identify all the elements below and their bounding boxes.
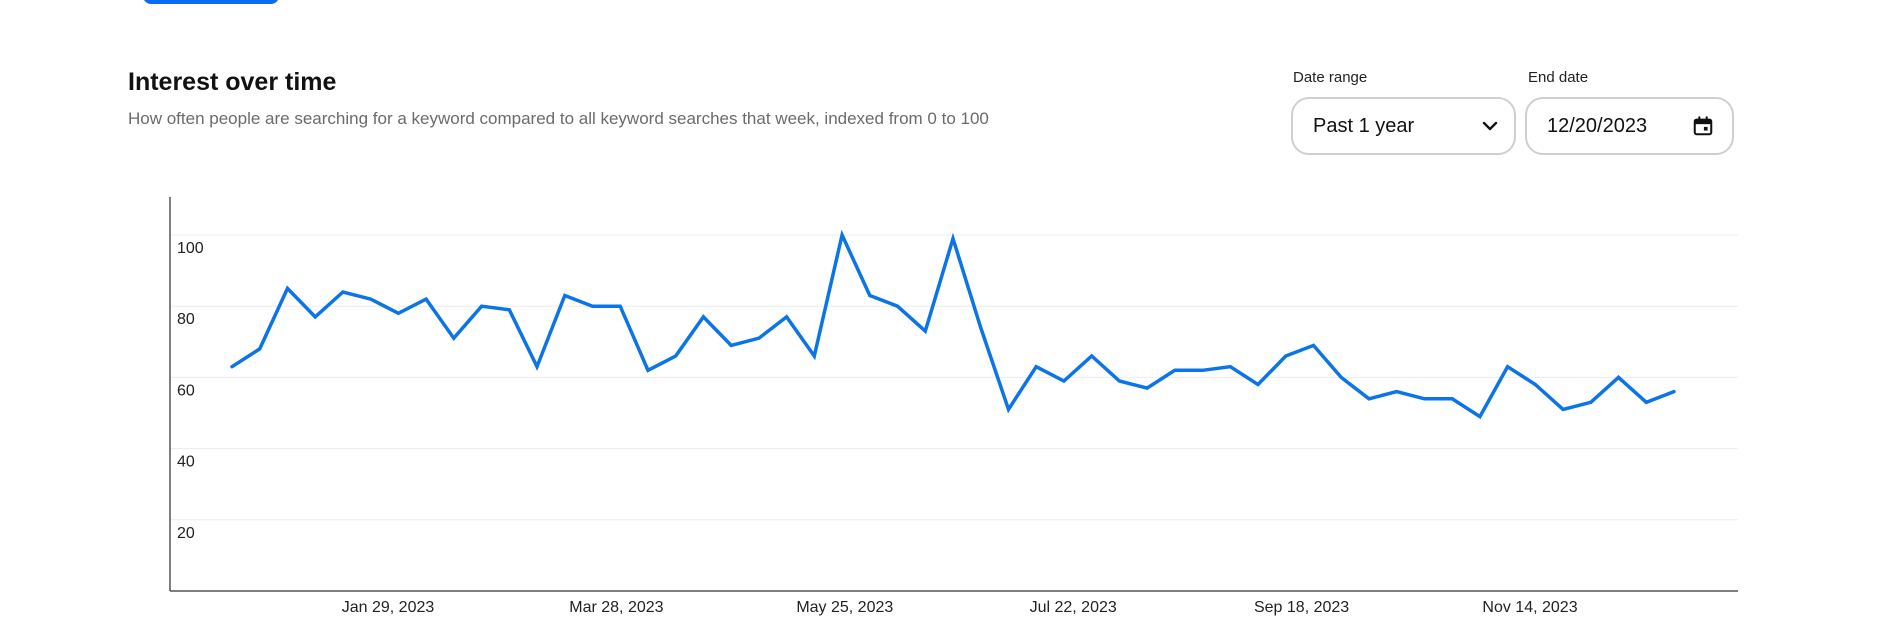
- calendar-icon[interactable]: [1692, 115, 1714, 137]
- x-tick-label: Nov 14, 2023: [1482, 599, 1577, 616]
- end-date-input[interactable]: 12/20/2023: [1525, 97, 1734, 155]
- x-tick-label: May 25, 2023: [796, 599, 893, 616]
- chart-subtitle: How often people are searching for a key…: [128, 109, 989, 128]
- end-date-value: 12/20/2023: [1547, 114, 1648, 137]
- y-tick-label: 20: [177, 525, 195, 542]
- chart-title: Interest over time: [128, 68, 337, 96]
- date-range-value: Past 1 year: [1313, 114, 1415, 137]
- date-range-label: Date range: [1293, 69, 1368, 86]
- x-tick-label: Mar 28, 2023: [569, 599, 663, 616]
- date-range-select[interactable]: Past 1 year: [1291, 97, 1516, 155]
- y-tick-label: 80: [177, 311, 195, 328]
- series-line: [230, 229, 1676, 420]
- top-button-fragment[interactable]: [143, 0, 279, 4]
- chevron-down-icon: [1482, 121, 1498, 131]
- y-tick-label: 40: [177, 454, 195, 471]
- x-tick-label: Jul 22, 2023: [1030, 599, 1117, 616]
- end-date-label: End date: [1528, 69, 1589, 86]
- x-tick-label: Jan 29, 2023: [342, 599, 435, 616]
- y-tick-label: 60: [177, 382, 195, 399]
- x-tick-label: Sep 18, 2023: [1254, 599, 1349, 616]
- y-tick-label: 100: [177, 240, 204, 257]
